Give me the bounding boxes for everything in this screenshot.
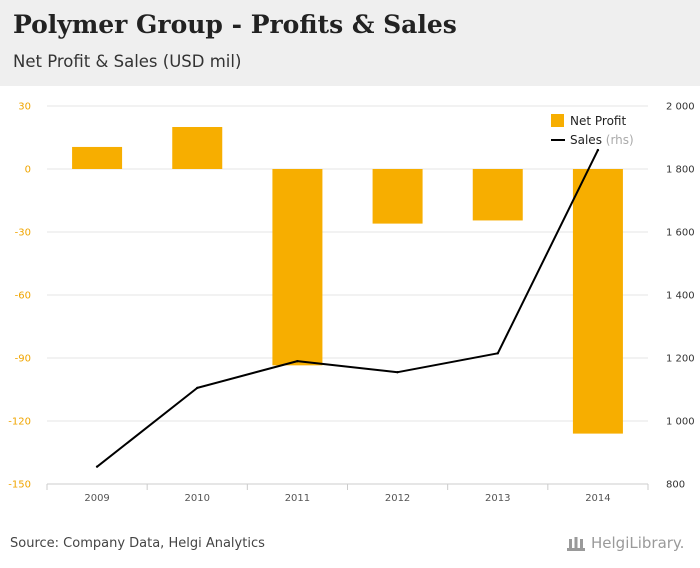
legend-label-net-profit: Net Profit [570,114,626,128]
bar-series [72,127,623,434]
sales-point-2012 [396,370,399,374]
combo-chart: 2009 2010 2011 2012 2013 2014 30 0 -30 -60 -90 -12… [8,102,695,505]
bar-2014 [572,169,623,434]
right-tick-label: 1 000 [666,417,695,428]
right-tick-label: 2 000 [666,102,695,113]
right-y-axis: 2 000 1 800 1 600 1 400 1 200 1 000 800 [666,102,695,491]
chart-subtitle: Net Profit & Sales (USD mil) [13,52,242,71]
legend: Net Profit Sales (rhs) [551,114,634,147]
brand-logo: HelgiLibrary. [566,531,684,555]
right-tick-label: 1 800 [666,165,695,176]
x-tick-label: 2011 [285,493,310,504]
chart-title: Polymer Group - Profits & Sales [13,10,457,39]
bar-2009 [72,146,123,169]
left-tick-label: 0 [25,165,31,176]
left-tick-label: -150 [8,480,31,491]
gridlines [47,105,648,422]
sales-point-2010 [196,386,199,390]
right-tick-label: 800 [666,480,685,491]
left-y-axis: 30 0 -30 -60 -90 -120 -150 [8,102,31,491]
bar-2013 [472,169,523,221]
x-tick-label: 2009 [84,493,109,504]
legend-label-sales: Sales (rhs) [570,133,634,147]
x-axis: 2009 2010 2011 2012 2013 2014 [46,483,649,504]
left-tick-label: 30 [18,102,31,113]
bar-2012 [372,169,423,224]
brand-name: HelgiLibrary. [591,534,685,552]
bar-2011 [272,169,323,366]
left-tick-label: -30 [15,228,31,239]
x-tick-label: 2010 [185,493,210,504]
left-tick-label: -60 [15,291,31,302]
right-tick-label: 1 400 [666,291,695,302]
left-tick-label: -120 [8,417,31,428]
x-tick-label: 2013 [485,493,510,504]
sales-point-2009 [95,465,99,468]
line-series [95,148,600,468]
source-note: Source: Company Data, Helgi Analytics [10,536,265,551]
library-icon [567,537,585,551]
sales-point-2011 [296,359,299,363]
sales-point-2013 [496,352,499,355]
sales-line [96,149,599,468]
legend-swatch-net-profit [551,114,564,127]
bar-2010 [172,127,223,169]
left-tick-label: -90 [15,354,31,365]
x-tick-label: 2014 [585,493,610,504]
chart-header: Polymer Group - Profits & Sales Net Prof… [0,0,700,86]
x-tick-label: 2012 [385,493,410,504]
right-tick-label: 1 600 [666,228,695,239]
right-tick-label: 1 200 [666,354,695,365]
legend-suffix: (rhs) [606,133,634,147]
sales-point-2014 [596,148,600,152]
